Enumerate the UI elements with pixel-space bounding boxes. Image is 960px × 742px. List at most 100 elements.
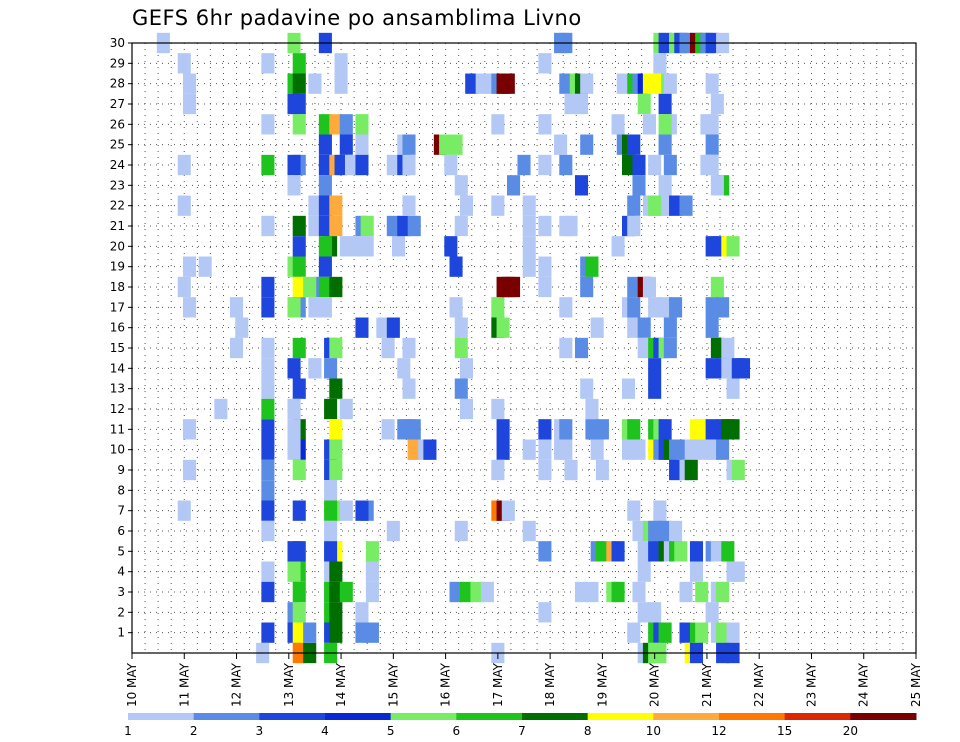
heatmap-cell	[355, 500, 369, 521]
heatmap-cell	[329, 439, 343, 460]
heatmap-cell	[308, 297, 322, 318]
heatmap-cell	[182, 419, 197, 440]
heatmap-cell	[663, 73, 677, 94]
heatmap-cell	[303, 276, 317, 298]
heatmap-cell	[365, 622, 379, 643]
heatmap-cell	[318, 175, 332, 196]
heatmap-cell	[705, 297, 719, 318]
heatmap-cell	[261, 581, 275, 603]
heatmap-cell	[491, 114, 505, 135]
heatmap-cell	[261, 398, 275, 420]
heatmap-cell	[522, 439, 536, 460]
heatmap-cell	[329, 337, 343, 359]
heatmap-cell	[397, 358, 411, 379]
heatmap-cell	[705, 419, 719, 440]
heatmap-cell	[622, 154, 636, 176]
heatmap-cell	[329, 419, 343, 440]
heatmap-cell	[329, 195, 343, 216]
heatmap-cell	[339, 398, 353, 420]
heatmap-cell	[261, 419, 275, 440]
heatmap-cell	[182, 256, 197, 277]
y-tick-label: 27	[110, 97, 125, 111]
heatmap-cell	[324, 541, 338, 562]
heatmap-cell	[334, 73, 348, 94]
heatmap-cell	[496, 317, 510, 338]
heatmap-cell	[653, 500, 667, 521]
y-tick-label: 5	[117, 544, 125, 558]
x-tick-label: 22 MAY	[752, 662, 766, 707]
colorbar-label: 3	[256, 724, 264, 738]
heatmap-cell	[721, 541, 735, 562]
y-tick-label: 16	[110, 321, 125, 335]
heatmap-cell	[507, 175, 521, 196]
heatmap-cell	[475, 73, 489, 94]
heatmap-cell	[590, 317, 604, 338]
heatmap-cell	[339, 114, 353, 135]
heatmap-cell	[397, 419, 411, 440]
heatmap-cell	[695, 439, 709, 460]
x-tick-label: 24 MAY	[857, 662, 871, 707]
heatmap-cell	[637, 93, 651, 115]
heatmap-cell	[329, 459, 343, 481]
y-tick-label: 15	[110, 341, 125, 355]
y-tick-label: 18	[110, 280, 125, 294]
heatmap-cell	[658, 114, 672, 135]
heatmap-cell	[449, 256, 463, 277]
colorbar-label: 5	[387, 724, 395, 738]
heatmap-cell	[663, 317, 677, 338]
heatmap-cell	[329, 114, 343, 135]
heatmap-cell	[449, 134, 463, 155]
y-tick-label: 23	[110, 178, 125, 192]
colorbar-label: 4	[321, 724, 329, 738]
x-tick-label: 17 MAY	[491, 662, 505, 707]
heatmap-cell	[689, 541, 704, 562]
heatmap-cell	[648, 378, 662, 399]
heatmap-cell	[261, 500, 275, 521]
y-tick-label: 12	[110, 402, 125, 416]
y-tick-label: 22	[110, 199, 125, 213]
x-tick-label: 15 MAY	[386, 662, 400, 707]
heatmap-cell	[585, 398, 599, 420]
heatmap-cell	[287, 175, 301, 196]
y-tick-label: 1	[117, 626, 125, 640]
heatmap-cell	[459, 581, 474, 603]
heatmap-cell	[402, 378, 416, 399]
heatmap-cell	[334, 53, 348, 74]
heatmap-cell	[214, 398, 228, 420]
heatmap-cell	[198, 256, 212, 277]
y-tick-label: 24	[110, 158, 125, 172]
heatmap-cell	[287, 561, 301, 582]
heatmap-cell	[329, 378, 343, 399]
heatmap-cell	[731, 561, 745, 582]
heatmap-cell	[595, 459, 609, 481]
heatmap-cell	[318, 114, 332, 135]
heatmap-cell	[611, 114, 625, 135]
heatmap-cell	[642, 276, 656, 298]
heatmap-cell	[637, 317, 651, 338]
heatmap-cell	[637, 337, 651, 359]
heatmap-cell	[710, 93, 724, 115]
heatmap-cell	[339, 581, 353, 603]
heatmap-cell	[663, 154, 677, 176]
heatmap-cell	[669, 439, 683, 460]
y-tick-label: 29	[110, 56, 125, 70]
heatmap-cell	[716, 581, 730, 603]
heatmap-cell	[538, 114, 552, 135]
heatmap-cell	[574, 175, 589, 196]
heatmap-cell	[648, 154, 662, 176]
heatmap-cell	[292, 114, 306, 135]
heatmap-cell	[470, 581, 484, 603]
heatmap-cell	[318, 256, 332, 277]
heatmap-cell	[637, 561, 651, 582]
heatmap-cell	[627, 317, 641, 338]
heatmap-cell	[287, 419, 301, 440]
heatmap-cell	[324, 520, 338, 542]
heatmap-cell	[496, 419, 510, 440]
heatmap-cell	[308, 215, 322, 237]
heatmap-cell	[261, 276, 275, 298]
heatmap-cell	[736, 358, 751, 379]
heatmap-cell	[580, 378, 594, 399]
heatmap-cell	[658, 93, 672, 115]
heatmap-cell	[491, 398, 505, 420]
